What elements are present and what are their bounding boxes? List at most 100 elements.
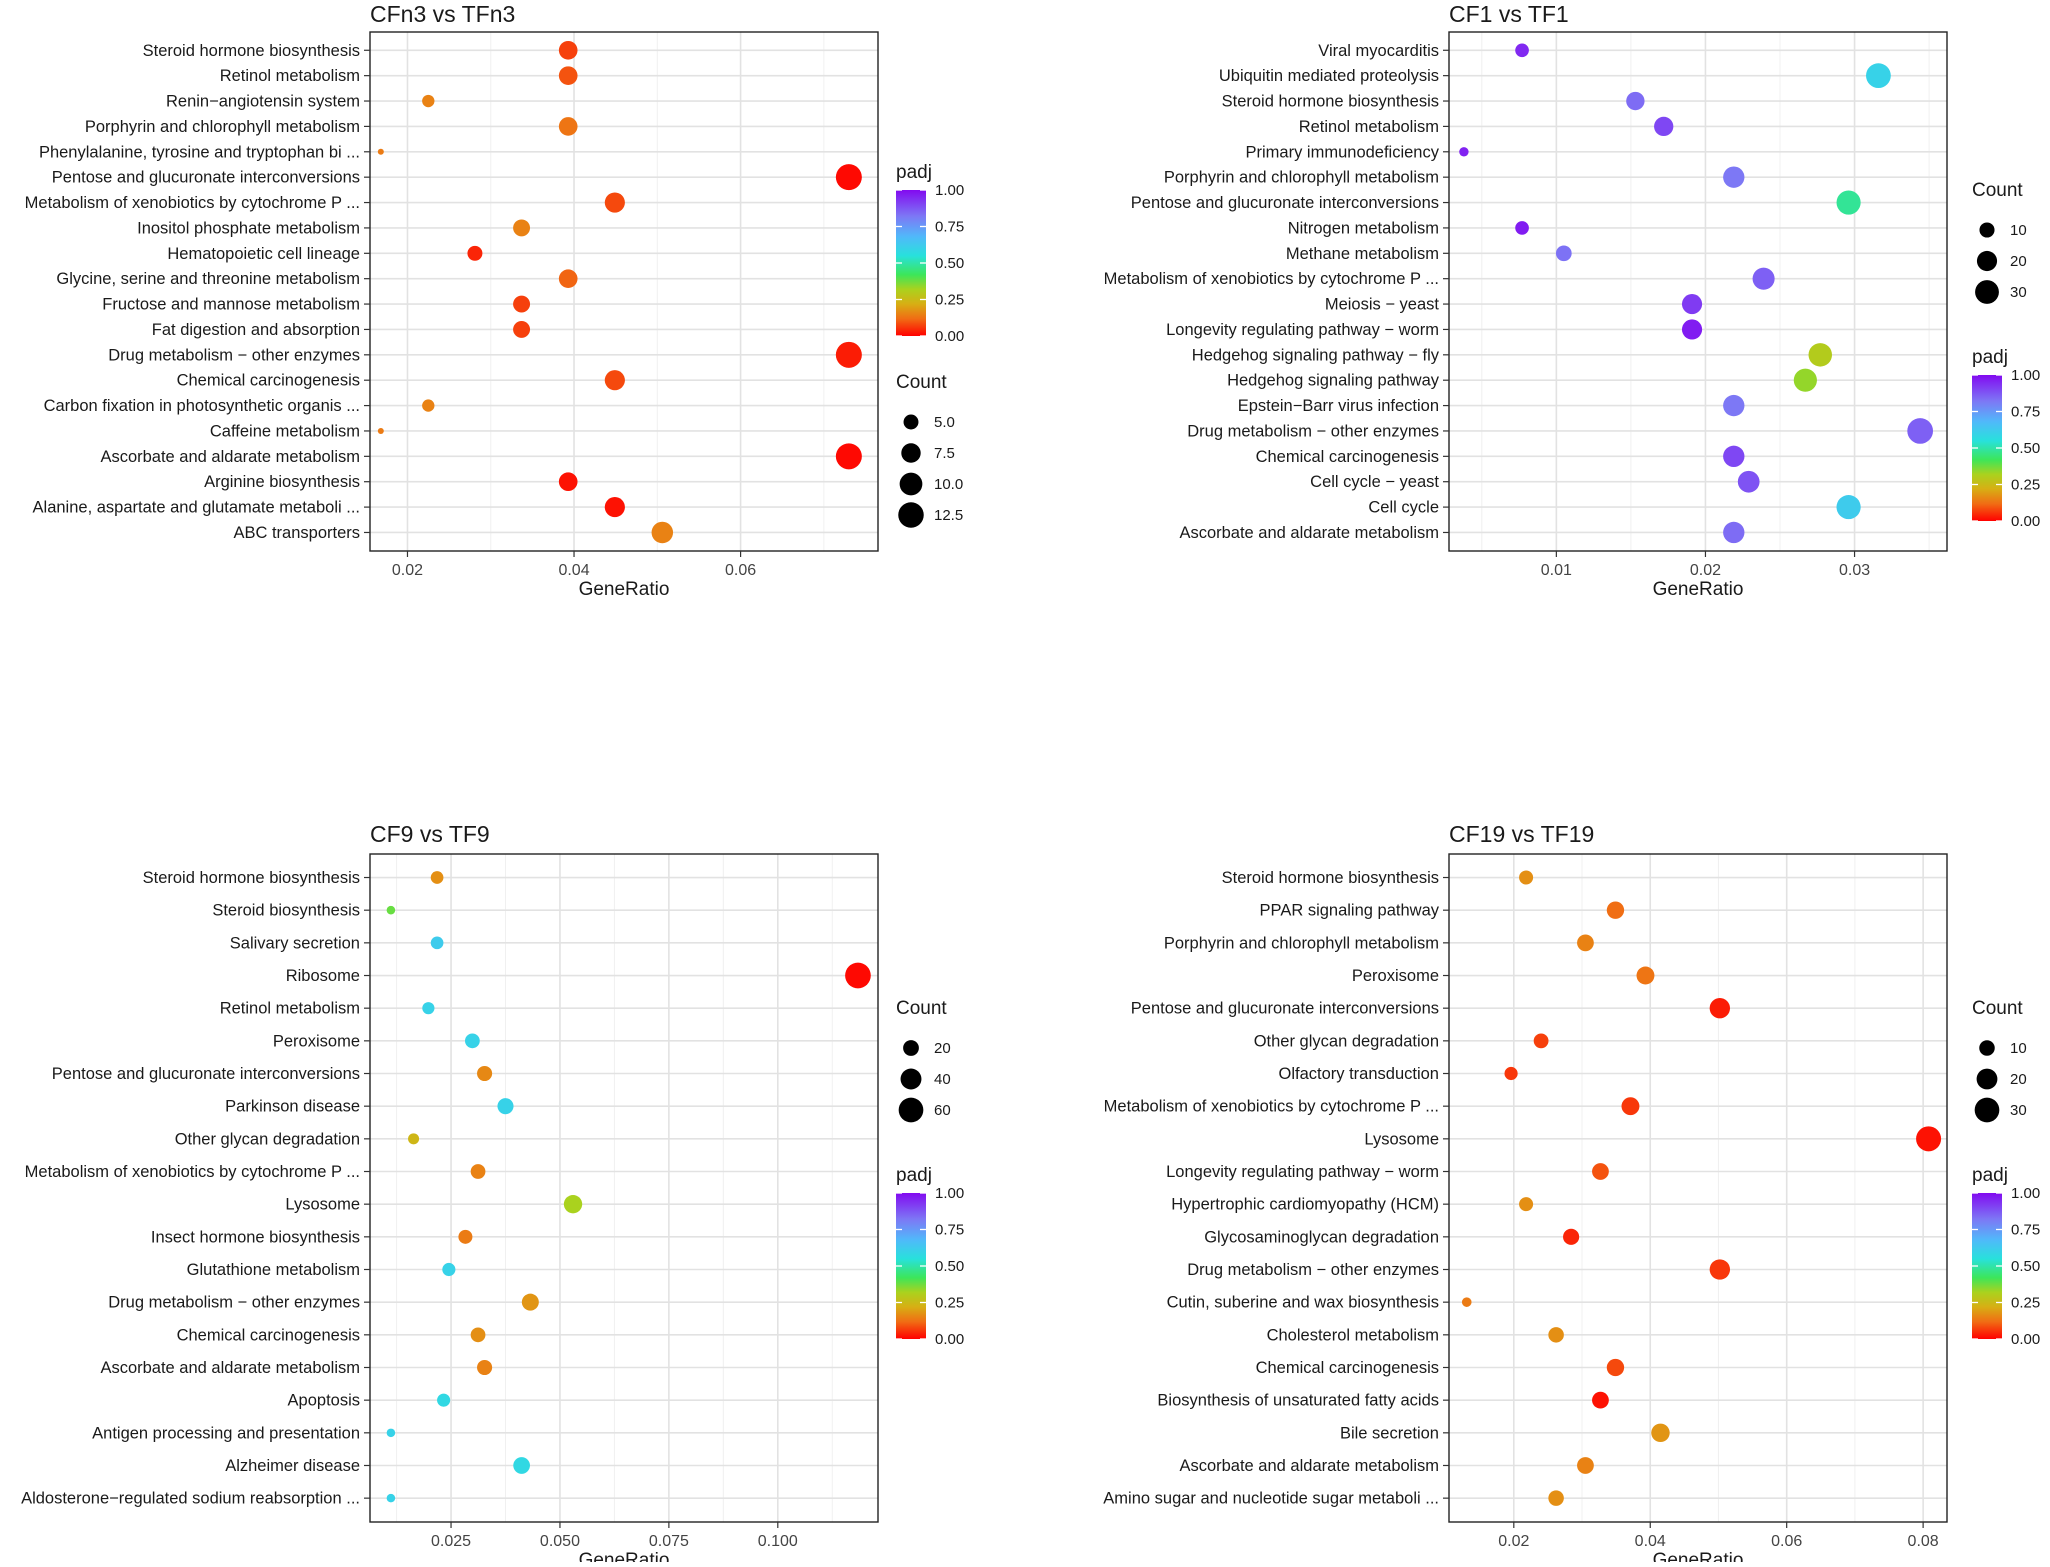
category-label: Phenylalanine, tyrosine and tryptophan b…	[39, 143, 360, 161]
category-label: Methane metabolism	[1286, 245, 1439, 263]
count-legend-label: 20	[2010, 253, 2027, 270]
data-point	[1836, 495, 1861, 520]
count-legend-dot	[1975, 280, 1999, 304]
data-point	[558, 269, 578, 289]
data-point	[1654, 116, 1674, 137]
category-label: Chemical carcinogenesis	[1256, 448, 1439, 466]
data-point	[1709, 1259, 1731, 1280]
x-tick-label: 0.100	[758, 1533, 798, 1550]
x-tick-label: 0.01	[1541, 562, 1572, 579]
category-label: Pentose and glucuronate interconversions	[52, 1065, 360, 1083]
count-legend: Count 5.0 7.5 10.0 12.5	[896, 372, 963, 528]
category-label: Porphyrin and chlorophyll metabolism	[1164, 934, 1439, 952]
count-legend-dot	[1974, 1097, 2000, 1123]
category-label: Drug metabolism − other enzymes	[108, 1294, 360, 1312]
padj-legend-label: 0.25	[935, 292, 964, 309]
count-legend-label: 10	[2010, 222, 2027, 239]
data-point	[1723, 445, 1745, 468]
x-axis-label: GeneRatio	[1653, 1550, 1744, 1562]
data-point	[1621, 1097, 1640, 1116]
plot-area	[1449, 854, 1947, 1522]
panel-1: CFn3 vs TFn3 Steroid hormone biosynthesis…	[25, 1, 965, 600]
category-label: Metabolism of xenobiotics by cytochrome …	[1104, 270, 1439, 288]
x-tick-label: 0.04	[558, 562, 589, 579]
data-point	[604, 192, 625, 213]
count-legend-dot	[1979, 222, 1995, 238]
padj-legend-label: 0.00	[2011, 513, 2040, 530]
panel-title: CF19 vs TF19	[1449, 821, 1594, 847]
data-point	[1916, 1126, 1942, 1152]
data-point	[558, 40, 578, 60]
data-point	[521, 1293, 539, 1311]
padj-legend-label: 0.25	[2011, 477, 2040, 494]
data-point	[1626, 91, 1645, 111]
data-point	[845, 962, 871, 989]
category-label: Renin−angiotensin system	[166, 93, 360, 111]
data-point	[422, 1002, 435, 1015]
plot-frame	[1448, 31, 1948, 552]
data-point	[386, 1428, 396, 1438]
data-point	[1592, 1163, 1609, 1180]
count-legend-dot	[1976, 1068, 1998, 1090]
category-label: PPAR signaling pathway	[1260, 902, 1440, 920]
x-tick-label: 0.075	[649, 1533, 689, 1550]
x-tick-label: 0.02	[1498, 1533, 1529, 1550]
category-label: Nitrogen metabolism	[1288, 219, 1439, 237]
category-label: Steroid hormone biosynthesis	[143, 869, 360, 887]
category-label: Drug metabolism − other enzymes	[108, 346, 360, 364]
category-label: Longevity regulating pathway − worm	[1166, 321, 1439, 339]
category-label: Pentose and glucuronate interconversions	[1131, 1000, 1439, 1018]
category-label: Bile secretion	[1340, 1424, 1439, 1442]
data-point	[1737, 470, 1760, 493]
data-point	[558, 66, 578, 85]
data-point	[835, 164, 862, 191]
category-label: Fat digestion and absorption	[152, 321, 360, 339]
category-label: Biosynthesis of unsaturated fatty acids	[1157, 1392, 1439, 1410]
category-label: Parkinson disease	[225, 1098, 360, 1116]
data-point	[1461, 1297, 1472, 1307]
count-legend-title: Count	[1972, 998, 2023, 1019]
data-point	[1793, 368, 1817, 392]
padj-legend-label: 0.50	[935, 255, 964, 272]
count-legend-dot	[1979, 1040, 1995, 1056]
data-point	[651, 521, 674, 544]
category-label: Ascorbate and aldarate metabolism	[1179, 1457, 1439, 1475]
data-point	[1577, 934, 1594, 952]
data-point	[1752, 267, 1775, 290]
category-label: Retinol metabolism	[1299, 118, 1439, 136]
category-label: Retinol metabolism	[220, 1000, 360, 1018]
data-point	[1836, 190, 1861, 215]
category-label: Porphyrin and chlorophyll metabolism	[85, 118, 360, 136]
category-label: ABC transporters	[233, 524, 360, 542]
count-legend-dot	[900, 1068, 922, 1090]
category-label: Glycosaminoglycan degradation	[1204, 1228, 1439, 1246]
data-point	[1519, 1197, 1534, 1212]
category-label: Caffeine metabolism	[210, 422, 360, 440]
data-point	[1723, 521, 1745, 544]
data-point	[386, 1493, 396, 1503]
category-label: Viral myocarditis	[1318, 42, 1439, 60]
padj-legend-title: padj	[896, 162, 932, 183]
count-legend: Count 10 20 30	[1972, 998, 2027, 1123]
category-label: Ribosome	[286, 967, 360, 985]
data-point	[442, 1262, 456, 1277]
category-label: Cell cycle	[1368, 499, 1439, 517]
data-point	[1533, 1033, 1549, 1049]
count-legend-label: 30	[2010, 1102, 2027, 1119]
count-legend-dot	[898, 502, 924, 528]
data-point	[1907, 418, 1934, 444]
category-label: Pentose and glucuronate interconversions	[1131, 194, 1439, 212]
x-axis-label: GeneRatio	[579, 1550, 670, 1562]
data-point	[377, 148, 384, 155]
data-point	[1548, 1327, 1564, 1343]
data-point	[430, 936, 444, 950]
category-label: Hematopoietic cell lineage	[167, 245, 360, 263]
category-label: Alzheimer disease	[225, 1457, 360, 1475]
data-point	[1651, 1423, 1670, 1443]
count-legend-title: Count	[896, 998, 947, 1019]
category-label: Arginine biosynthesis	[204, 473, 360, 491]
data-point	[477, 1359, 493, 1376]
category-label: Carbon fixation in photosynthetic organi…	[44, 397, 360, 415]
